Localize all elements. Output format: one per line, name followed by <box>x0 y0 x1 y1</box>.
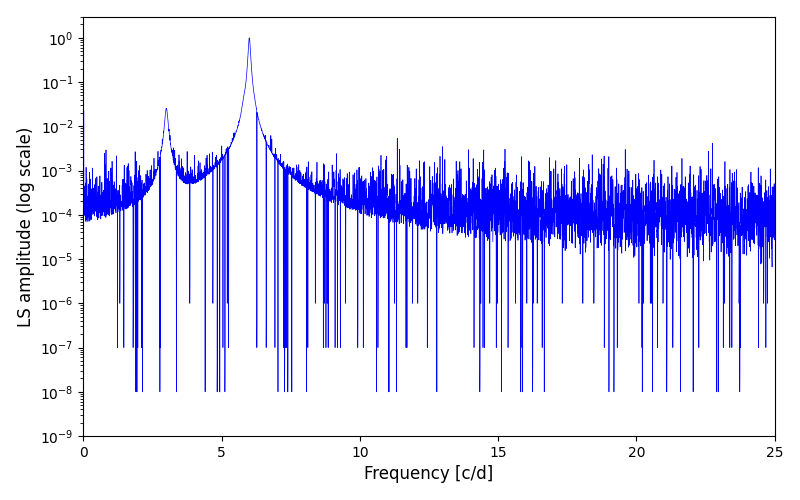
X-axis label: Frequency [c/d]: Frequency [c/d] <box>364 466 494 483</box>
Y-axis label: LS amplitude (log scale): LS amplitude (log scale) <box>17 126 34 326</box>
